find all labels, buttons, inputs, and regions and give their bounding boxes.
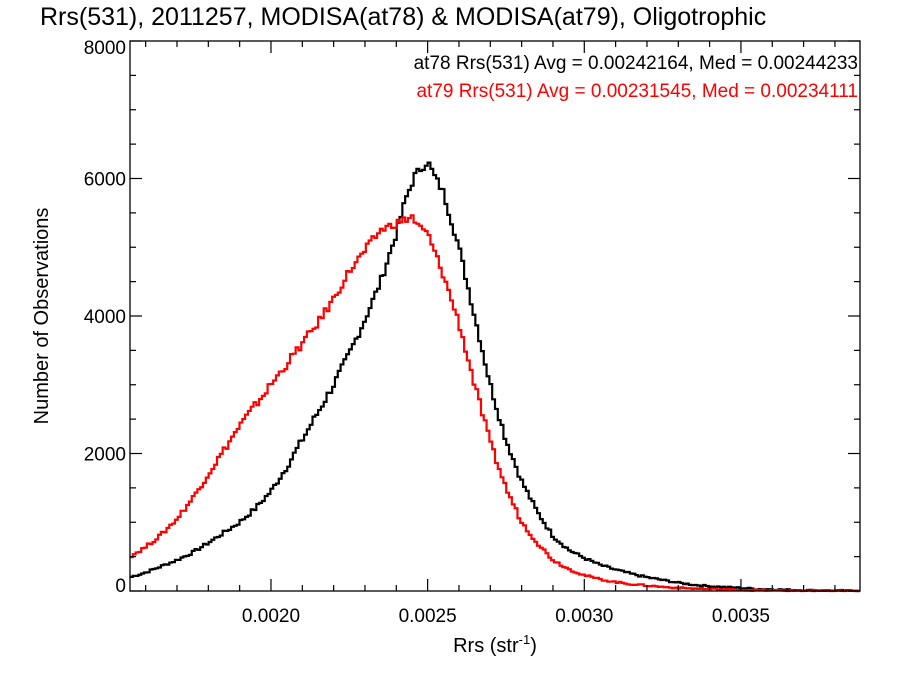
x-tick-labels: 0.0020 0.0025 0.0030 0.0035 (242, 606, 770, 627)
series-line-1 (130, 214, 860, 593)
y-axis-label: Number of Observations (31, 208, 53, 425)
x-axis-label-close: ) (530, 635, 537, 657)
y-tick-label: 0 (115, 576, 126, 597)
y-tick-label: 6000 (84, 170, 126, 191)
chart-title: Rrs(531), 2011257, MODISA(at78) & MODISA… (40, 3, 766, 31)
y-tick-label: 2000 (84, 445, 126, 466)
y-tick-label: 8000 (84, 38, 126, 59)
x-tick-label: 0.0020 (242, 606, 300, 627)
x-tick-label: 0.0025 (399, 606, 457, 627)
x-tick-label: 0.0035 (712, 606, 770, 627)
y-tick-label: 4000 (84, 307, 126, 328)
series-line-0 (130, 161, 860, 593)
legend-entry-at78: at78 Rrs(531) Avg = 0.00242164, Med = 0.… (414, 53, 858, 74)
x-axis-label: Rrs (str-1) (453, 632, 537, 657)
y-tick-labels: 0 2000 4000 6000 8000 (84, 38, 126, 597)
x-axis-label-main: Rrs (str (453, 635, 519, 657)
plot-frame (129, 40, 861, 592)
legend-entry-at79: at79 Rrs(531) Avg = 0.00231545, Med = 0.… (416, 81, 858, 102)
x-tick-label: 0.0030 (555, 606, 613, 627)
axis-ticks (130, 40, 860, 592)
series-lines (130, 161, 860, 593)
x-axis-label-sup: -1 (519, 632, 531, 647)
